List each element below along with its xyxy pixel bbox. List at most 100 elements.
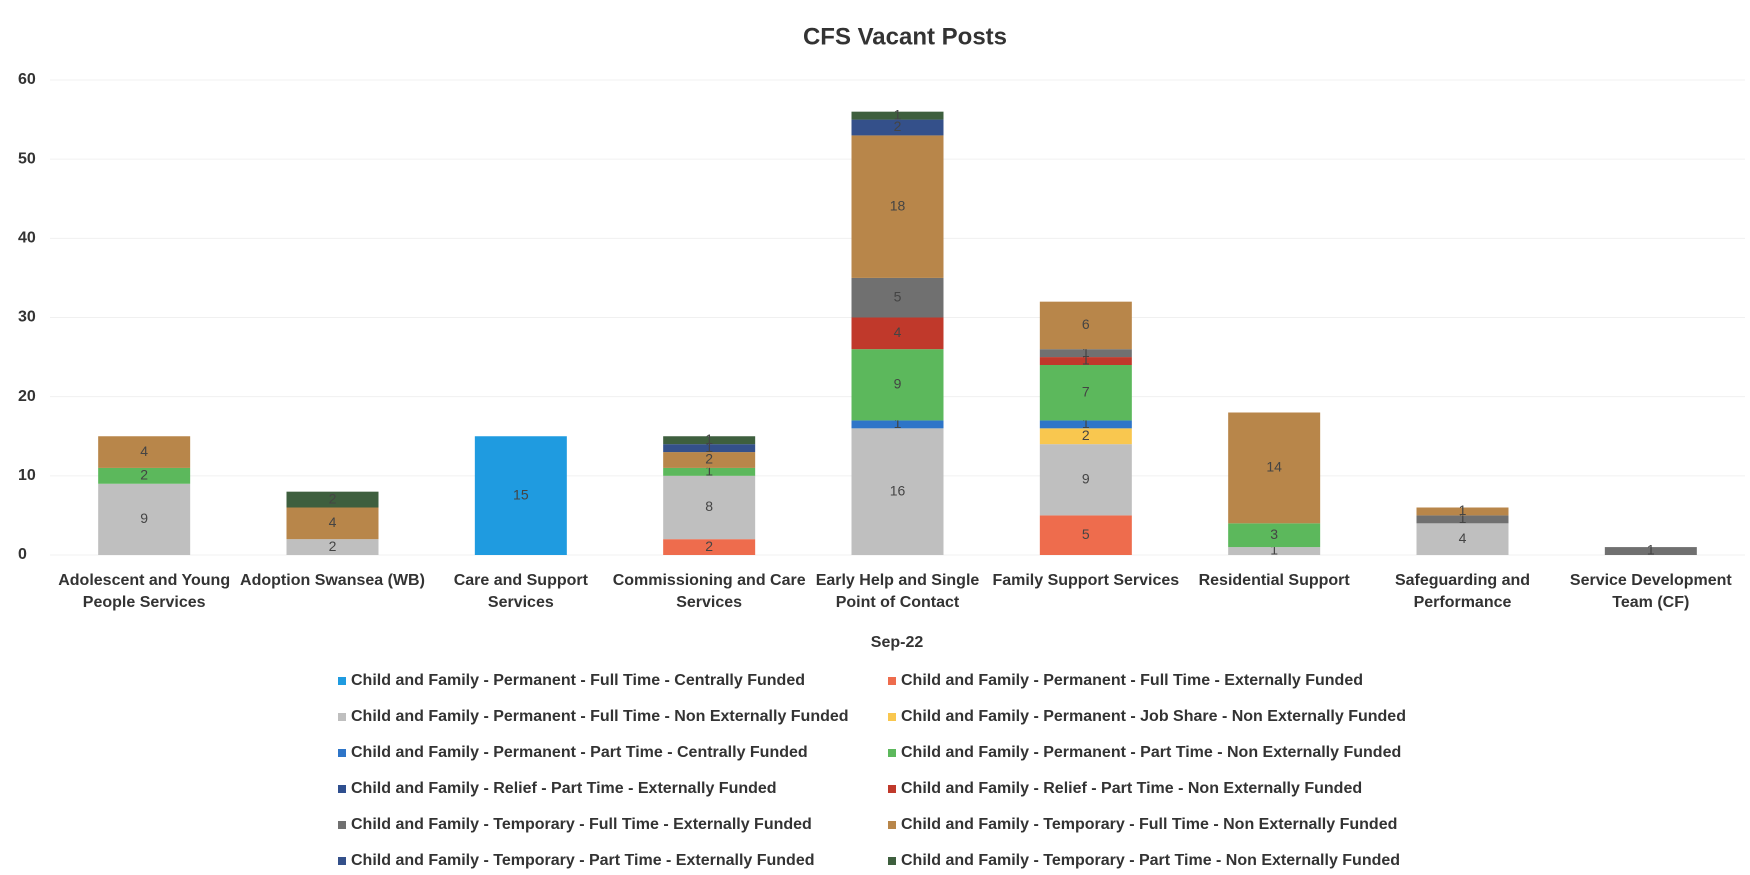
- bar-segment: [663, 475, 756, 540]
- legend-item: Child and Family - Permanent - Job Share…: [888, 706, 1438, 728]
- data-label: 4: [140, 443, 148, 459]
- x-tick-label: Family Support Services: [992, 572, 1180, 589]
- data-label: 2: [705, 451, 713, 467]
- legend-swatch: [888, 713, 896, 721]
- data-label: 7: [1082, 383, 1090, 399]
- bar-segment: [851, 420, 944, 429]
- bar-segment: [1039, 444, 1132, 516]
- data-label: 2: [1082, 427, 1090, 443]
- bar-segment: [1039, 357, 1132, 365]
- legend-item: Child and Family - Permanent - Full Time…: [338, 670, 888, 692]
- y-tick-label: 30: [18, 309, 36, 326]
- legend-item: Child and Family - Temporary - Part Time…: [888, 850, 1438, 872]
- data-label: 1: [705, 439, 713, 455]
- bar-segment: [1039, 428, 1132, 445]
- legend-label: Child and Family - Permanent - Full Time…: [351, 672, 805, 689]
- bar-segment: [98, 467, 191, 484]
- y-tick-label: 20: [18, 388, 36, 405]
- data-label: 1: [705, 431, 713, 447]
- bar-segment: [1039, 301, 1132, 350]
- legend-swatch: [888, 857, 896, 865]
- data-label: 1: [1082, 344, 1090, 360]
- bar-segment: [1604, 547, 1697, 555]
- legend-label: Child and Family - Relief - Part Time - …: [901, 780, 1363, 797]
- legend-swatch: [888, 821, 896, 829]
- y-tick-label: 40: [18, 230, 36, 247]
- bar-segment: [663, 539, 756, 555]
- data-label: 15: [513, 486, 529, 502]
- bar-segment: [98, 436, 191, 468]
- legend-item: Child and Family - Temporary - Full Time…: [888, 814, 1438, 836]
- data-label: 9: [1082, 470, 1090, 486]
- legend-swatch: [338, 677, 346, 685]
- x-tick-label: Commissioning and Care Services: [612, 572, 806, 611]
- bar-segment: [851, 428, 944, 555]
- legend-swatch: [338, 857, 346, 865]
- bar-segment: [1416, 515, 1509, 524]
- bar-segment: [286, 491, 379, 508]
- y-tick-label: 0: [18, 546, 27, 563]
- bar-segment: [1228, 547, 1321, 555]
- bar-segment: [851, 349, 944, 421]
- data-label: 6: [1082, 316, 1090, 332]
- data-label: 1: [894, 415, 902, 431]
- legend-item: Child and Family - Relief - Part Time - …: [888, 778, 1438, 800]
- legend-item: Child and Family - Temporary - Full Time…: [338, 814, 888, 836]
- legend-item: Child and Family - Relief - Part Time - …: [338, 778, 888, 800]
- legend-label: Child and Family - Permanent - Full Time…: [351, 708, 849, 725]
- data-label: 4: [1459, 530, 1467, 546]
- bar-segment: [663, 452, 756, 468]
- legend-swatch: [888, 677, 896, 685]
- bar-segment: [1416, 507, 1509, 516]
- chart-title: CFS Vacant Posts: [803, 23, 1007, 50]
- bar-segment: [1228, 412, 1321, 524]
- bar-segment: [851, 111, 944, 120]
- data-label: 18: [890, 197, 906, 213]
- legend-item: Child and Family - Temporary - Part Time…: [338, 850, 888, 872]
- legend-label: Child and Family - Temporary - Part Time…: [901, 852, 1401, 869]
- legend-item: Child and Family - Permanent - Full Time…: [888, 670, 1438, 692]
- y-tick-label: 50: [18, 150, 36, 167]
- data-label: 1: [1082, 352, 1090, 368]
- data-label: 1: [705, 463, 713, 479]
- data-label: 9: [894, 375, 902, 391]
- data-label: 4: [894, 324, 902, 340]
- data-label: 2: [140, 467, 148, 483]
- data-label: 1: [1459, 502, 1467, 518]
- legend-swatch: [338, 749, 346, 757]
- data-label: 2: [705, 538, 713, 554]
- data-label: 2: [329, 490, 337, 506]
- data-label: 14: [1266, 459, 1282, 475]
- legend-item: Child and Family - Permanent - Part Time…: [888, 742, 1438, 764]
- data-label: 1: [1270, 542, 1278, 558]
- bar-segment: [286, 507, 379, 540]
- bar-segment: [851, 277, 944, 318]
- bar-segment: [1228, 523, 1321, 548]
- x-tick-label: Adoption Swansea (WB): [240, 572, 425, 589]
- bar-segment: [1416, 523, 1509, 555]
- legend-swatch: [338, 821, 346, 829]
- bar-segment: [851, 135, 944, 278]
- legend-label: Child and Family - Temporary - Full Time…: [901, 816, 1398, 833]
- bar-segment: [98, 483, 191, 555]
- x-axis-label: Sep-22: [871, 634, 924, 651]
- legend-swatch: [338, 713, 346, 721]
- legend-label: Child and Family - Permanent - Full Time…: [901, 672, 1363, 689]
- data-label: 16: [890, 482, 906, 498]
- x-tick-label: Early Help and Single Point of Contact: [815, 572, 980, 611]
- legend-item: Child and Family - Permanent - Full Time…: [338, 706, 888, 728]
- x-tick-label: Safeguarding and Performance: [1394, 572, 1531, 611]
- legend-label: Child and Family - Permanent - Job Share…: [901, 708, 1406, 725]
- data-label: 2: [329, 538, 337, 554]
- data-label: 5: [894, 288, 902, 304]
- legend-item: Child and Family - Permanent - Part Time…: [338, 742, 888, 764]
- legend-swatch: [888, 785, 896, 793]
- bar-segment: [286, 539, 379, 555]
- bar-segment: [1039, 365, 1132, 421]
- legend: Child and Family - Permanent - Full Time…: [338, 670, 1438, 872]
- x-tick-label: Care and Support Services: [453, 572, 588, 611]
- legend-swatch: [888, 749, 896, 757]
- bar-segment: [851, 119, 944, 136]
